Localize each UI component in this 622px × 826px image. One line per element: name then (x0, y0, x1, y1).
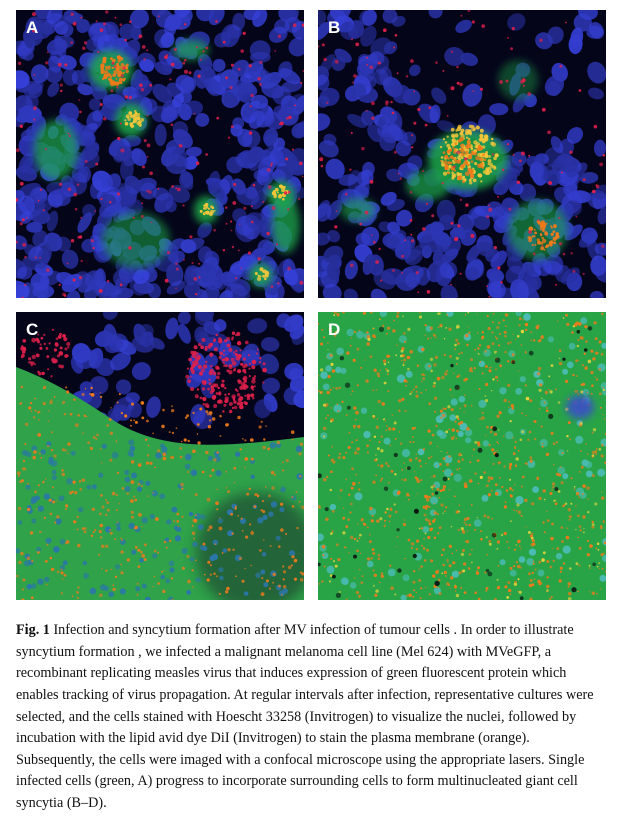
micrograph-panel-b: B (318, 10, 606, 298)
micrograph-image-b (318, 10, 606, 298)
micrograph-image-c (16, 312, 304, 600)
panel-letter-b: B (328, 18, 341, 37)
panel-letter-c: C (26, 320, 39, 339)
caption-text: Infection and syncytium formation after … (16, 622, 594, 811)
micrograph-image-d (318, 312, 606, 600)
panel-letter-a: A (26, 18, 39, 37)
figure-label: Fig. 1 (16, 622, 50, 639)
micrograph-panel-c: C (16, 312, 304, 600)
panel-letter-d: D (328, 320, 341, 339)
micrograph-image-a (16, 10, 304, 298)
micrograph-panel-a: A (16, 10, 304, 298)
figure-caption: Fig. 1 Infection and syncytium formation… (16, 620, 612, 814)
micrograph-panel-d: D (318, 312, 606, 600)
